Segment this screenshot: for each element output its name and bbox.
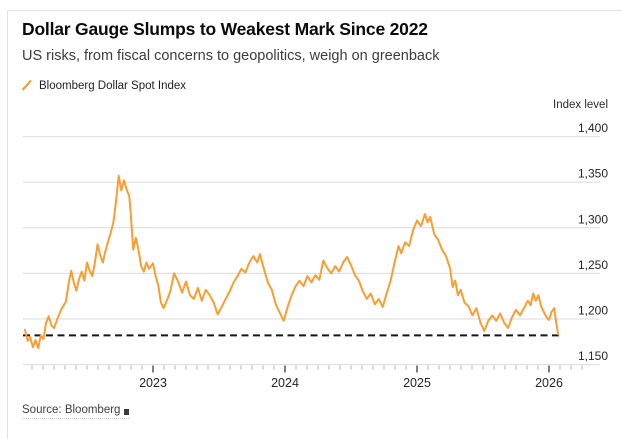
- y-tick-label: 1,400: [578, 121, 608, 135]
- legend-series-label: Bloomberg Dollar Spot Index: [39, 79, 187, 92]
- legend: Bloomberg Dollar Spot Index: [21, 79, 186, 92]
- x-tick-label: 2024: [271, 376, 299, 390]
- x-tick-label: 2026: [535, 376, 563, 390]
- y-tick-label: 1,150: [578, 349, 608, 363]
- chart-title: Dollar Gauge Slumps to Weakest Mark Sinc…: [22, 19, 428, 39]
- source-text: Source: Bloomberg: [22, 404, 121, 416]
- source-marker-icon: [124, 409, 130, 415]
- legend-slash-stroke: [21, 79, 32, 91]
- x-tick-label: 2025: [403, 376, 431, 390]
- y-tick-label: 1,250: [578, 258, 608, 272]
- y-axis-title: Index level: [553, 99, 608, 111]
- legend-line-icon: [21, 79, 32, 91]
- y-tick-label: 1,350: [578, 167, 608, 181]
- source-attribution: Source: Bloomberg: [22, 404, 130, 419]
- x-tick-label: 2023: [139, 376, 167, 390]
- y-tick-label: 1,300: [578, 212, 608, 226]
- dollar-spot-index-line: [24, 174, 560, 350]
- chart-subtitle: US risks, from fiscal concerns to geopol…: [22, 48, 440, 64]
- y-tick-label: 1,200: [578, 304, 608, 318]
